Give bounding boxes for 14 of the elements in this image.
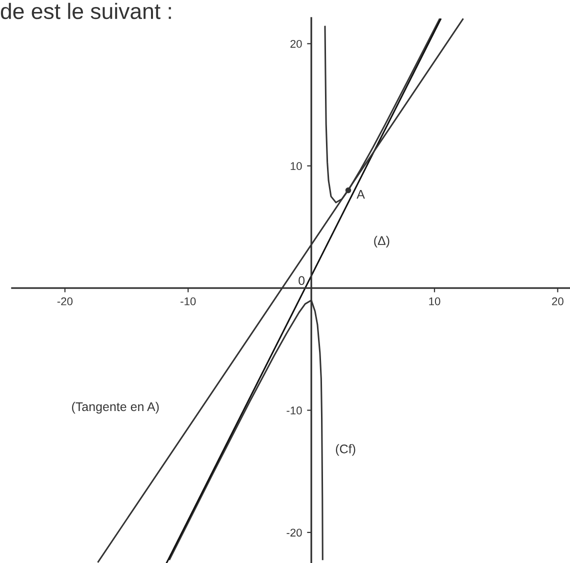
annotation: (Cf): [336, 444, 356, 456]
annotation: 0: [298, 276, 305, 285]
x-tick-label: 20: [552, 297, 564, 306]
annotation: A: [356, 190, 365, 199]
y-tick-label: 10: [290, 162, 302, 170]
annotation: (Tangente en A): [72, 402, 159, 414]
x-tick-label: -10: [180, 297, 196, 306]
annotation: (Δ): [374, 236, 390, 248]
chart-title: de est le suivant :: [0, 2, 171, 20]
y-tick-label: -20: [286, 528, 302, 537]
x-tick-label: -20: [57, 297, 73, 306]
y-tick-label: 20: [290, 40, 302, 48]
x-tick-label: 10: [429, 297, 440, 306]
y-tick-label: -10: [286, 406, 302, 414]
